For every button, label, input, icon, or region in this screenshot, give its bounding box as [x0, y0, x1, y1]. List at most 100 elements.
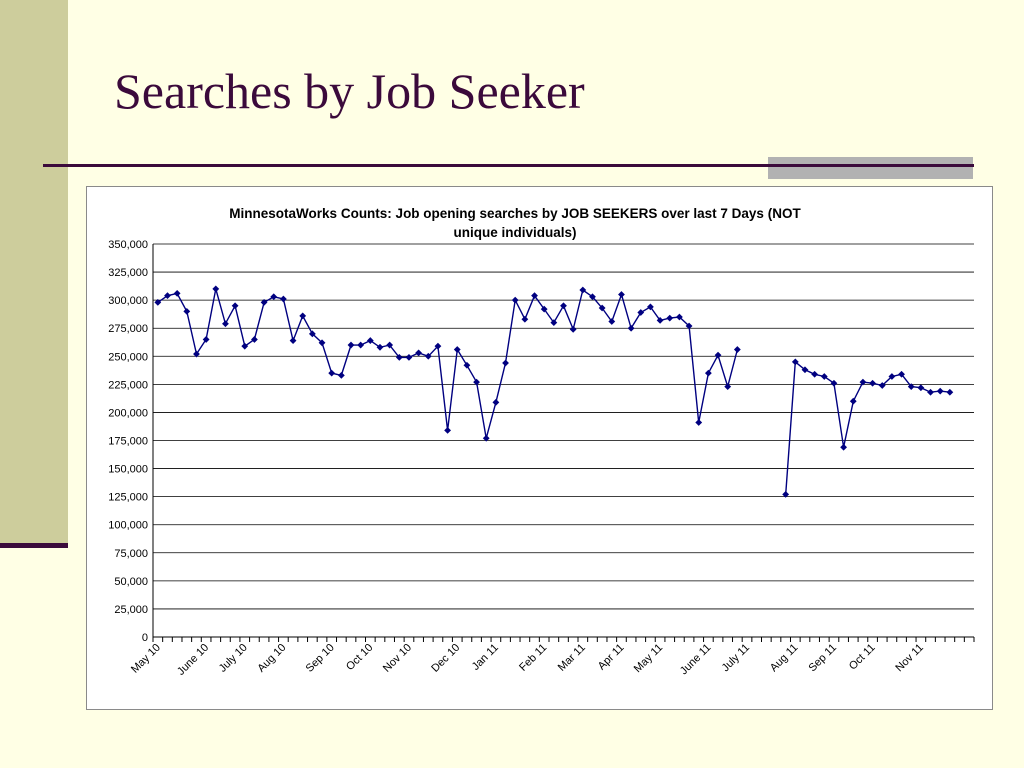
series-line-segment [785, 360, 950, 495]
data-point [521, 315, 529, 323]
data-point [337, 371, 345, 379]
x-tick-label: Dec 10 [429, 642, 462, 675]
x-tick-label: Feb 11 [517, 642, 549, 674]
data-point [444, 426, 451, 434]
data-point [598, 304, 606, 312]
data-point [183, 307, 191, 315]
data-point [299, 312, 307, 320]
x-tick-label: Nov 11 [893, 642, 926, 675]
data-point [463, 361, 471, 369]
data-point [907, 383, 915, 391]
data-point [202, 336, 210, 343]
data-point [251, 336, 258, 343]
data-point [347, 341, 355, 349]
data-point [502, 359, 509, 367]
data-point [782, 490, 790, 498]
data-point [936, 387, 944, 395]
data-point [395, 354, 403, 361]
data-point [550, 319, 558, 326]
x-tick-label: July 11 [720, 642, 753, 675]
data-point [859, 378, 867, 386]
data-point [917, 384, 925, 392]
data-point [328, 369, 336, 377]
data-point [415, 349, 423, 357]
data-point [289, 337, 297, 344]
data-point [270, 293, 278, 301]
data-point [878, 382, 886, 389]
y-tick-label: 175,000 [108, 436, 148, 448]
series-line-segment [157, 288, 739, 439]
x-tick-label: Nov 10 [381, 642, 414, 675]
y-tick-label: 150,000 [108, 464, 148, 476]
data-point [405, 354, 413, 361]
data-point [704, 369, 712, 377]
title-rule-accent [768, 157, 973, 179]
data-point [608, 318, 616, 325]
data-point [888, 373, 896, 380]
data-point [927, 388, 934, 396]
data-point [241, 342, 249, 350]
x-tick-label: Apr 11 [596, 642, 627, 673]
axes [152, 244, 975, 642]
y-tick-label: 325,000 [108, 267, 148, 279]
data-point [840, 443, 848, 451]
data-point [714, 351, 722, 359]
y-tick-label: 250,000 [108, 351, 148, 363]
chart-title-line-2: unique individuals) [453, 225, 576, 240]
data-point [811, 370, 819, 378]
y-tick-labels: 0 25,000 50,000 75,000 100,000 125,000 150,000… [108, 239, 148, 644]
chart-frame: MinnesotaWorks Counts: Job opening searc… [86, 186, 993, 710]
x-tick-label: Aug 11 [768, 642, 801, 675]
data-point [830, 379, 838, 387]
data-point [579, 286, 587, 294]
data-point [154, 298, 162, 306]
page-title: Searches by Job Seeker [114, 63, 585, 119]
data-point [724, 383, 732, 391]
data-point [473, 378, 480, 386]
data-point [898, 370, 905, 378]
data-point [540, 305, 548, 313]
data-point [386, 341, 394, 349]
y-tick-label: 275,000 [108, 323, 148, 335]
line-chart: MinnesotaWorks Counts: Job opening searc… [108, 206, 975, 678]
title-rule [43, 164, 974, 167]
data-point [589, 293, 596, 301]
data-point [231, 302, 239, 310]
data-point [453, 346, 461, 353]
gridlines [153, 243, 974, 610]
y-tick-label: 75,000 [114, 548, 148, 560]
data-point [656, 316, 664, 324]
data-point [279, 295, 287, 303]
data-point [173, 290, 181, 297]
y-tick-label: 350,000 [108, 239, 148, 251]
y-tick-label: 125,000 [108, 492, 148, 504]
y-tick-label: 300,000 [108, 295, 148, 307]
data-point [820, 373, 828, 380]
x-tick-label: May 11 [632, 642, 665, 675]
x-tick-label: Sep 11 [806, 642, 839, 675]
data-point [222, 320, 229, 328]
data-point [531, 292, 538, 300]
data-point [511, 296, 519, 304]
sidebar-band [0, 0, 68, 548]
y-tick-label: 100,000 [108, 520, 148, 532]
data-points [154, 285, 954, 498]
data-point [685, 322, 693, 330]
x-tick-label: Sep 10 [304, 642, 337, 675]
data-point [308, 330, 316, 338]
x-tick-label: May 10 [129, 642, 163, 676]
y-tick-label: 50,000 [114, 576, 148, 588]
data-point [482, 434, 490, 442]
data-point [695, 419, 703, 426]
x-tick-label: July 10 [217, 642, 250, 675]
data-point [560, 302, 567, 310]
data-point [434, 342, 442, 350]
data-point [801, 366, 809, 374]
data-point [318, 339, 326, 347]
x-tick-label: June 11 [678, 642, 714, 678]
data-point [618, 291, 625, 298]
y-tick-label: 200,000 [108, 407, 148, 419]
x-tick-label: June 10 [175, 642, 211, 678]
data-point [193, 350, 200, 358]
data-point [569, 325, 577, 333]
